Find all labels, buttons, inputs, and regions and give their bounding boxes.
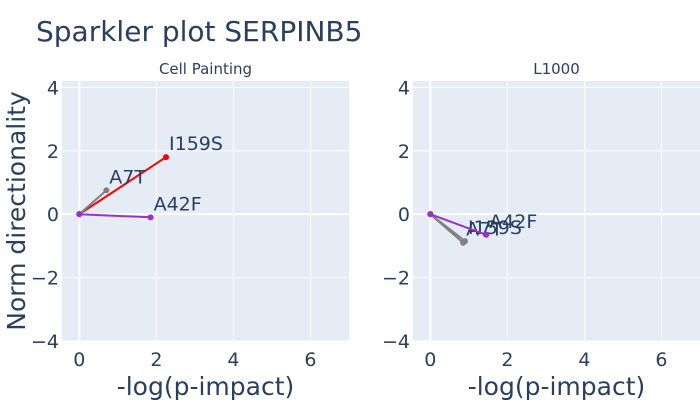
y-tick-label: 2 — [47, 141, 59, 163]
x-tick-label: 4 — [578, 349, 590, 371]
x-tick-label: 6 — [304, 349, 316, 371]
chart-title: Sparkler plot SERPINB5 — [36, 15, 362, 48]
x-axis-label: -log(p-impact) — [117, 372, 295, 400]
plot-area — [413, 81, 700, 341]
series-point-A7T — [103, 187, 110, 194]
y-axis-label: Norm directionality — [2, 91, 31, 331]
series-line-A42F — [79, 213, 151, 219]
series-point-A42F — [76, 211, 83, 218]
series-line-I159S — [78, 156, 167, 216]
plot-area — [62, 81, 349, 341]
y-tick-label: −4 — [382, 331, 410, 353]
x-tick-label: 2 — [150, 349, 162, 371]
x-axis-label: -log(p-impact) — [468, 372, 646, 400]
chart-panels: 0 2 4 6 −4 −2 0 2 4 Cell Painting -log(p-impact) I1… — [31, 60, 700, 400]
y-tick-label: 4 — [398, 77, 410, 99]
series-point-A42F — [427, 211, 434, 218]
series-point-I159S — [163, 154, 170, 161]
x-tick-label: 0 — [73, 349, 85, 371]
x-tick-label: 2 — [501, 349, 513, 371]
series-point-A42F — [483, 231, 490, 238]
series-point-A42F — [147, 214, 154, 221]
point-label: A7T — [109, 166, 146, 188]
point-label: I159S — [169, 133, 223, 155]
point-label: A7T — [466, 219, 503, 241]
y-tick-label: −4 — [31, 331, 59, 353]
y-tick-label: 0 — [398, 204, 410, 226]
y-tick-label: −2 — [31, 268, 59, 290]
x-tick-label: 4 — [227, 349, 239, 371]
panel-subtitle: L1000 — [533, 60, 580, 78]
panel-subtitle: Cell Painting — [159, 60, 252, 78]
series-line-A42F — [429, 213, 487, 236]
x-tick-label: 0 — [424, 349, 436, 371]
y-tick-label: −2 — [382, 268, 410, 290]
y-tick-label: 2 — [398, 141, 410, 163]
series-line-A7T — [429, 213, 464, 244]
panel-1: 0 2 4 6 −4 −2 0 2 4 Cell Painting -log(p-impact) I1… — [31, 60, 349, 400]
y-tick-label: 4 — [47, 77, 59, 99]
point-label: A42F — [489, 211, 537, 233]
panel-2: 0 2 4 6−4−2024L1000-log(p-impact)I159SA7TA4… — [382, 60, 700, 400]
series-point-A7T — [460, 239, 467, 246]
series-line-A7T — [78, 189, 107, 215]
point-label: A42F — [154, 193, 202, 215]
x-tick-label: 6 — [655, 349, 667, 371]
y-tick-label: 0 — [47, 204, 59, 226]
